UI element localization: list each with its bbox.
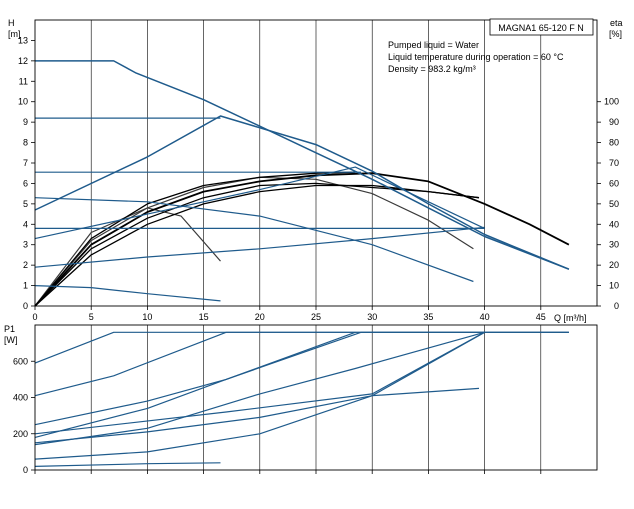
x-tick-label-45: 45: [536, 312, 546, 322]
y2-tick-label-10: 10: [609, 281, 619, 291]
bottom-y-tick-label-600: 600: [13, 356, 28, 366]
x-tick-label-30: 30: [367, 312, 377, 322]
axes-layer: 0 5 10 15 20 25 30 35 40 450123456789101112130102…: [13, 19, 619, 475]
y-tick-label-12: 12: [18, 56, 28, 66]
y-tick-label-6: 6: [23, 178, 28, 188]
y-axis-unit-top: [m]: [8, 29, 21, 39]
y-tick-label-2: 2: [23, 260, 28, 270]
y-tick-label-8: 8: [23, 138, 28, 148]
power-curve-blue-6: [34, 387, 480, 444]
head-curve-blue-5: [34, 197, 474, 283]
x-tick-label-35: 35: [423, 312, 433, 322]
model-label: MAGNA1 65-120 F N: [498, 23, 584, 33]
x-tick-label-0: 0: [32, 312, 37, 322]
bottom-y-tick-label-200: 200: [13, 429, 28, 439]
y2-tick-label-100: 100: [604, 97, 619, 107]
power-curve-blue-2: [34, 331, 569, 426]
efficiency-curve-black-3: [34, 184, 480, 307]
x-tick-label-10: 10: [142, 312, 152, 322]
y-tick-label-0: 0: [23, 301, 28, 311]
y2-tick-label-80: 80: [609, 138, 619, 148]
efficiency-curve-black-0: [34, 172, 570, 307]
y-tick-label-7: 7: [23, 158, 28, 168]
info-line-2: Liquid temperature during operation = 60…: [388, 52, 564, 62]
power-curve-blue-8: [34, 462, 221, 467]
power-curve-blue-7: [34, 331, 485, 460]
bottom-y-tick-label-0: 0: [23, 465, 28, 475]
model-label-box: [489, 18, 594, 36]
y2-axis-unit: [%]: [609, 29, 622, 39]
head-curve-blue-8: [34, 285, 221, 302]
y-axis-unit-bottom: [W]: [4, 335, 18, 345]
info-line-1: Pumped liquid = Water: [388, 40, 479, 50]
y2-tick-label-70: 70: [609, 158, 619, 168]
y2-tick-label-40: 40: [609, 219, 619, 229]
y2-tick-label-60: 60: [609, 178, 619, 188]
bottom-y-tick-label-400: 400: [13, 393, 28, 403]
y-tick-label-4: 4: [23, 219, 28, 229]
x-tick-label-40: 40: [480, 312, 490, 322]
info-line-3: Density = 983.2 kg/m³: [388, 64, 476, 74]
y-tick-label-1: 1: [23, 281, 28, 291]
x-axis-label: Q [m³/h]: [554, 313, 587, 323]
x-tick-label-5: 5: [89, 312, 94, 322]
head-curve-blue-7: [34, 226, 485, 268]
y2-tick-label-30: 30: [609, 240, 619, 250]
head-curve-blue-0: [35, 60, 570, 270]
y-tick-label-5: 5: [23, 199, 28, 209]
y-tick-label-9: 9: [23, 117, 28, 127]
y2-tick-label-0: 0: [614, 301, 619, 311]
curves-layer: [34, 60, 570, 467]
grid-layer: [90, 20, 542, 470]
power-curve-blue-0: [34, 331, 569, 364]
efficiency-curve-black-2: [34, 182, 480, 307]
x-tick-label-25: 25: [311, 312, 321, 322]
efficiency-curve-gray-1: [34, 207, 221, 307]
y2-tick-label-20: 20: [609, 260, 619, 270]
head-curve-blue-4: [34, 166, 485, 240]
y-tick-label-3: 3: [23, 240, 28, 250]
y-tick-label-11: 11: [19, 76, 28, 86]
efficiency-curve-black-1: [34, 171, 356, 307]
x-tick-label-15: 15: [199, 312, 209, 322]
y-tick-label-10: 10: [18, 97, 28, 107]
head-curve-blue-2: [34, 115, 570, 270]
y-tick-label-13: 13: [18, 35, 28, 45]
y-axis-label-bottom: P1: [4, 324, 15, 334]
y2-tick-label-90: 90: [609, 117, 619, 127]
power-curve-blue-4: [34, 331, 485, 446]
y-axis-label-top: H: [8, 18, 15, 28]
power-curve-blue-1: [34, 331, 569, 397]
y2-tick-label-50: 50: [609, 199, 619, 209]
y2-axis-label: eta: [610, 18, 623, 28]
x-tick-label-20: 20: [255, 312, 265, 322]
power-curve-blue-5: [34, 331, 485, 435]
power-curve-blue-3: [34, 331, 356, 438]
